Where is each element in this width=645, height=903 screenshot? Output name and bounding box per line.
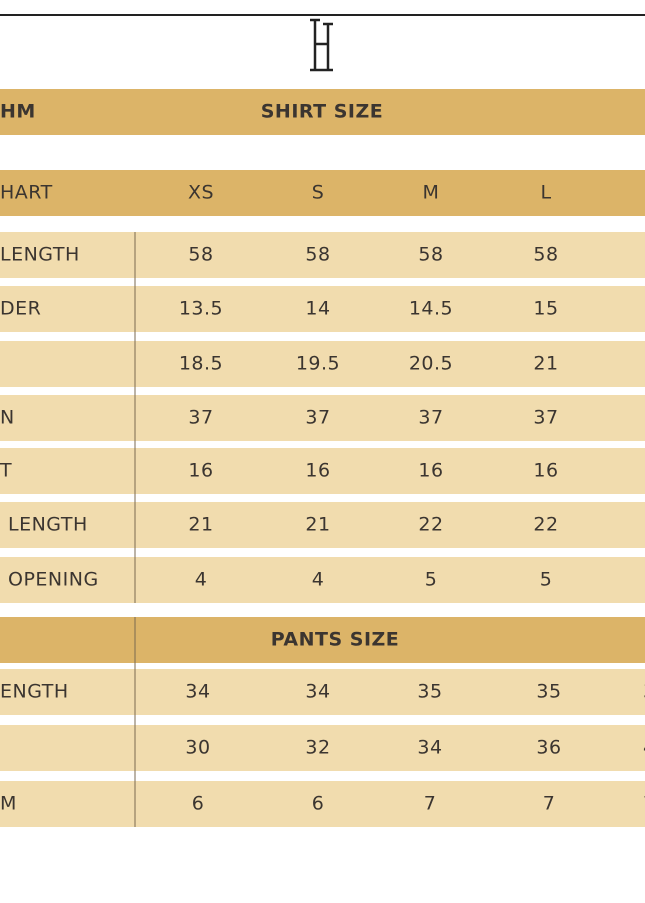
cell: 34 bbox=[185, 681, 210, 703]
cell: 34 bbox=[417, 737, 442, 759]
cell: 35 bbox=[536, 681, 561, 703]
cell: 35 bbox=[417, 681, 442, 703]
row-label: LENGTH bbox=[0, 244, 80, 266]
row-band bbox=[0, 448, 645, 494]
cell: 14.5 bbox=[409, 298, 453, 320]
cell: 13.5 bbox=[179, 298, 223, 320]
cell: 4 bbox=[312, 569, 325, 591]
size-header: M bbox=[423, 182, 440, 204]
cell: 7 bbox=[424, 793, 437, 815]
cell: 4 bbox=[643, 737, 645, 759]
row-band bbox=[0, 781, 645, 827]
row-label: OPENING bbox=[8, 569, 99, 591]
cell: 20.5 bbox=[409, 353, 453, 375]
cell: 16 bbox=[188, 460, 213, 482]
corner-label: HM bbox=[0, 101, 36, 123]
row-label: LENGTH bbox=[8, 514, 88, 536]
cell: 16 bbox=[533, 460, 558, 482]
cell: 16 bbox=[305, 460, 330, 482]
cell: 37 bbox=[305, 407, 330, 429]
cell: 37 bbox=[418, 407, 443, 429]
row-band bbox=[0, 502, 645, 548]
logo bbox=[310, 18, 333, 72]
cell: 30 bbox=[185, 737, 210, 759]
size-header: XS bbox=[188, 182, 214, 204]
cell: 19.5 bbox=[296, 353, 340, 375]
row-band bbox=[0, 232, 645, 278]
size-header: L bbox=[540, 182, 551, 204]
cell: 21 bbox=[305, 514, 330, 536]
cell: 6 bbox=[312, 793, 325, 815]
cell: 5 bbox=[540, 569, 553, 591]
cell: 21 bbox=[188, 514, 213, 536]
cell: 58 bbox=[533, 244, 558, 266]
row-label: ENGTH bbox=[0, 681, 69, 703]
cell: 3 bbox=[643, 681, 645, 703]
row-band bbox=[0, 557, 645, 603]
cell: 7 bbox=[543, 793, 556, 815]
row-band bbox=[0, 395, 645, 441]
header-band bbox=[0, 170, 645, 216]
header-band bbox=[0, 89, 645, 135]
cell: 15 bbox=[533, 298, 558, 320]
row-label: DER bbox=[0, 298, 41, 320]
section-title: PANTS SIZE bbox=[271, 629, 400, 651]
cell: 14 bbox=[305, 298, 330, 320]
size-header: S bbox=[312, 182, 325, 204]
section-title: SHIRT SIZE bbox=[261, 101, 384, 123]
row-band bbox=[0, 669, 645, 715]
cell: 21 bbox=[533, 353, 558, 375]
row-band bbox=[0, 341, 645, 387]
cell: 36 bbox=[536, 737, 561, 759]
row-band bbox=[0, 286, 645, 332]
cell: 34 bbox=[305, 681, 330, 703]
cell: 58 bbox=[305, 244, 330, 266]
row-label: N bbox=[0, 407, 15, 429]
cell: 37 bbox=[188, 407, 213, 429]
cell: 58 bbox=[418, 244, 443, 266]
row-label: HART bbox=[0, 182, 53, 204]
cell: 18.5 bbox=[179, 353, 223, 375]
cell: 37 bbox=[533, 407, 558, 429]
cell: 22 bbox=[533, 514, 558, 536]
cell: 4 bbox=[195, 569, 208, 591]
cell: 22 bbox=[418, 514, 443, 536]
cell: 6 bbox=[192, 793, 205, 815]
row-label: M bbox=[0, 793, 17, 815]
header-band bbox=[0, 617, 645, 663]
cell: 5 bbox=[425, 569, 438, 591]
row-band bbox=[0, 725, 645, 771]
row-label: T bbox=[0, 460, 12, 482]
cell: 32 bbox=[305, 737, 330, 759]
cell: 58 bbox=[188, 244, 213, 266]
cell: 16 bbox=[418, 460, 443, 482]
cell: 7 bbox=[643, 793, 645, 815]
